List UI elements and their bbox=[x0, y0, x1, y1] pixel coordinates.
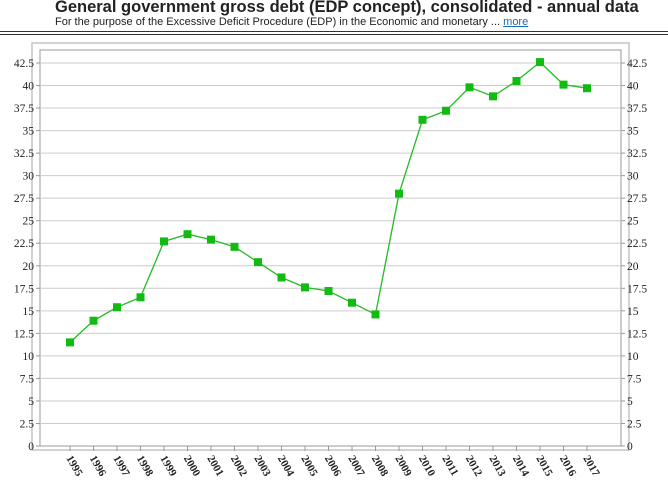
data-point[interactable] bbox=[371, 310, 380, 319]
data-point[interactable] bbox=[183, 230, 192, 239]
header-rule-bottom bbox=[0, 34, 668, 35]
data-point[interactable] bbox=[583, 84, 591, 93]
subtitle-text: For the purpose of the Excessive Deficit… bbox=[55, 16, 501, 28]
data-point[interactable] bbox=[301, 283, 309, 292]
y-tick-label-left: 10 bbox=[23, 351, 35, 363]
x-tick-label: 1997 bbox=[110, 454, 132, 479]
x-tick-label: 2005 bbox=[298, 454, 320, 479]
y-tick-label-right: 27.5 bbox=[627, 193, 647, 205]
y-tick-label-right: 35 bbox=[627, 126, 639, 138]
x-tick-label: 2001 bbox=[204, 454, 225, 479]
more-link[interactable]: more bbox=[503, 16, 529, 28]
y-tick-label-right: 32.5 bbox=[627, 148, 647, 160]
y-axis-right: 0 2.5 5 7.5 10 12.5 15 17.5 20 22.5 25 27.5 30 32.5 35… bbox=[621, 58, 647, 453]
y-tick-label-left: 30 bbox=[23, 171, 35, 183]
x-tick-label: 2014 bbox=[510, 454, 532, 479]
y-tick-label-left: 42.5 bbox=[14, 58, 34, 70]
data-point[interactable] bbox=[230, 242, 239, 251]
x-tick-label: 1996 bbox=[87, 454, 109, 479]
y-tick-label-left: 12.5 bbox=[14, 328, 34, 340]
y-tick-label-left: 40 bbox=[23, 81, 35, 93]
data-point[interactable] bbox=[89, 316, 98, 325]
x-tick-label: 2003 bbox=[251, 454, 273, 479]
data-point[interactable] bbox=[465, 83, 474, 92]
data-point[interactable] bbox=[160, 237, 168, 246]
x-tick-label: 2011 bbox=[439, 454, 460, 479]
y-tick-label-right: 42.5 bbox=[627, 58, 647, 70]
grid-lines bbox=[40, 62, 621, 424]
y-tick-label-right: 2.5 bbox=[627, 418, 642, 430]
x-axis: 1995 1996 1997 1998 1999 2000 2001 2002 2003 2004… bbox=[63, 446, 602, 479]
x-tick-label: 2015 bbox=[533, 454, 555, 479]
y-tick-label-right: 10 bbox=[627, 351, 639, 363]
data-point[interactable] bbox=[277, 273, 286, 282]
y-tick-label-left: 2.5 bbox=[20, 418, 35, 430]
x-tick-label: 2009 bbox=[392, 454, 414, 479]
plot-area bbox=[39, 49, 622, 447]
y-tick-label-right: 5 bbox=[627, 396, 633, 408]
y-tick-label-left: 22.5 bbox=[14, 238, 34, 250]
x-tick-label: 2002 bbox=[228, 454, 250, 479]
header-rule-top bbox=[0, 31, 668, 32]
data-point[interactable] bbox=[536, 58, 544, 67]
y-tick-label-left: 0 bbox=[28, 441, 34, 453]
data-point[interactable] bbox=[324, 286, 333, 295]
series-layer bbox=[66, 58, 591, 347]
data-point[interactable] bbox=[418, 115, 427, 124]
x-tick-label: 1999 bbox=[157, 454, 179, 479]
y-tick-label-right: 17.5 bbox=[627, 283, 647, 295]
x-tick-label: 1995 bbox=[63, 454, 85, 479]
chart-subtitle: For the purpose of the Excessive Deficit… bbox=[55, 16, 528, 28]
y-tick-label-left: 15 bbox=[23, 306, 35, 318]
data-point[interactable] bbox=[113, 303, 121, 312]
x-tick-label: 2008 bbox=[369, 454, 391, 479]
y-tick-label-left: 27.5 bbox=[14, 193, 34, 205]
data-point[interactable] bbox=[66, 338, 74, 347]
data-point[interactable] bbox=[512, 77, 521, 86]
y-tick-label-left: 25 bbox=[23, 216, 35, 228]
data-point[interactable] bbox=[559, 80, 568, 89]
data-point[interactable] bbox=[348, 298, 356, 307]
chart-title: General government gross debt (EDP conce… bbox=[55, 0, 639, 16]
y-tick-label-left: 7.5 bbox=[20, 373, 35, 385]
y-tick-label-left: 20 bbox=[23, 261, 35, 273]
data-point[interactable] bbox=[207, 235, 215, 244]
x-tick-label: 2017 bbox=[580, 454, 602, 479]
x-tick-label: 2006 bbox=[322, 454, 344, 479]
y-tick-label-right: 22.5 bbox=[627, 238, 647, 250]
data-point[interactable] bbox=[442, 106, 450, 115]
x-tick-label: 2012 bbox=[463, 454, 485, 479]
y-tick-label-right: 20 bbox=[627, 261, 639, 273]
y-tick-label-left: 32.5 bbox=[14, 148, 34, 160]
x-tick-label: 2013 bbox=[486, 454, 508, 479]
y-tick-label-right: 7.5 bbox=[627, 373, 642, 385]
y-tick-label-right: 25 bbox=[627, 216, 639, 228]
x-tick-label: 2000 bbox=[181, 454, 203, 479]
x-tick-label: 2010 bbox=[416, 454, 438, 479]
y-tick-label-left: 37.5 bbox=[14, 103, 34, 115]
y-tick-label-right: 0 bbox=[627, 441, 633, 453]
x-tick-label: 2016 bbox=[557, 454, 579, 479]
y-axis-left: 0 2.5 5 7.5 10 12.5 15 17.5 20 22.5 25 27.5 30 32.5 35… bbox=[14, 58, 40, 453]
y-tick-label-left: 5 bbox=[28, 396, 34, 408]
data-point[interactable] bbox=[489, 92, 497, 101]
data-point[interactable] bbox=[395, 189, 403, 198]
y-tick-label-right: 12.5 bbox=[627, 328, 647, 340]
y-tick-label-right: 40 bbox=[627, 81, 639, 93]
y-tick-label-left: 35 bbox=[23, 126, 35, 138]
y-tick-label-left: 17.5 bbox=[14, 283, 34, 295]
data-point[interactable] bbox=[136, 293, 145, 302]
x-tick-label: 1998 bbox=[134, 454, 156, 479]
y-tick-label-right: 15 bbox=[627, 306, 639, 318]
y-tick-label-right: 30 bbox=[627, 171, 639, 183]
x-tick-label: 2004 bbox=[275, 454, 297, 479]
data-point[interactable] bbox=[254, 258, 262, 267]
y-tick-label-right: 37.5 bbox=[627, 103, 647, 115]
x-tick-label: 2007 bbox=[345, 454, 367, 479]
